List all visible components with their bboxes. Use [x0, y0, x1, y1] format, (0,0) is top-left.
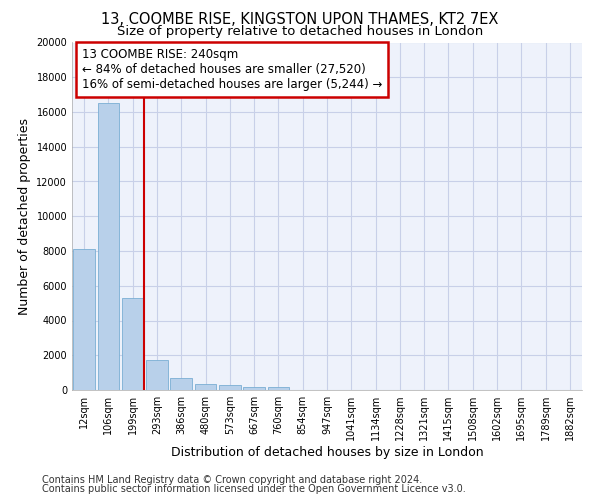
Bar — [243, 386, 265, 390]
Text: 13, COOMBE RISE, KINGSTON UPON THAMES, KT2 7EX: 13, COOMBE RISE, KINGSTON UPON THAMES, K… — [101, 12, 499, 28]
Bar — [73, 250, 95, 390]
Bar — [268, 388, 289, 390]
Text: 13 COOMBE RISE: 240sqm
← 84% of detached houses are smaller (27,520)
16% of semi: 13 COOMBE RISE: 240sqm ← 84% of detached… — [82, 48, 383, 90]
Bar — [122, 298, 143, 390]
Text: Contains HM Land Registry data © Crown copyright and database right 2024.: Contains HM Land Registry data © Crown c… — [42, 475, 422, 485]
X-axis label: Distribution of detached houses by size in London: Distribution of detached houses by size … — [170, 446, 484, 459]
Bar — [170, 378, 192, 390]
Bar — [194, 384, 217, 390]
Bar — [97, 104, 119, 390]
Text: Contains public sector information licensed under the Open Government Licence v3: Contains public sector information licen… — [42, 484, 466, 494]
Bar — [146, 360, 168, 390]
Text: Size of property relative to detached houses in London: Size of property relative to detached ho… — [117, 25, 483, 38]
Bar — [219, 386, 241, 390]
Y-axis label: Number of detached properties: Number of detached properties — [18, 118, 31, 315]
